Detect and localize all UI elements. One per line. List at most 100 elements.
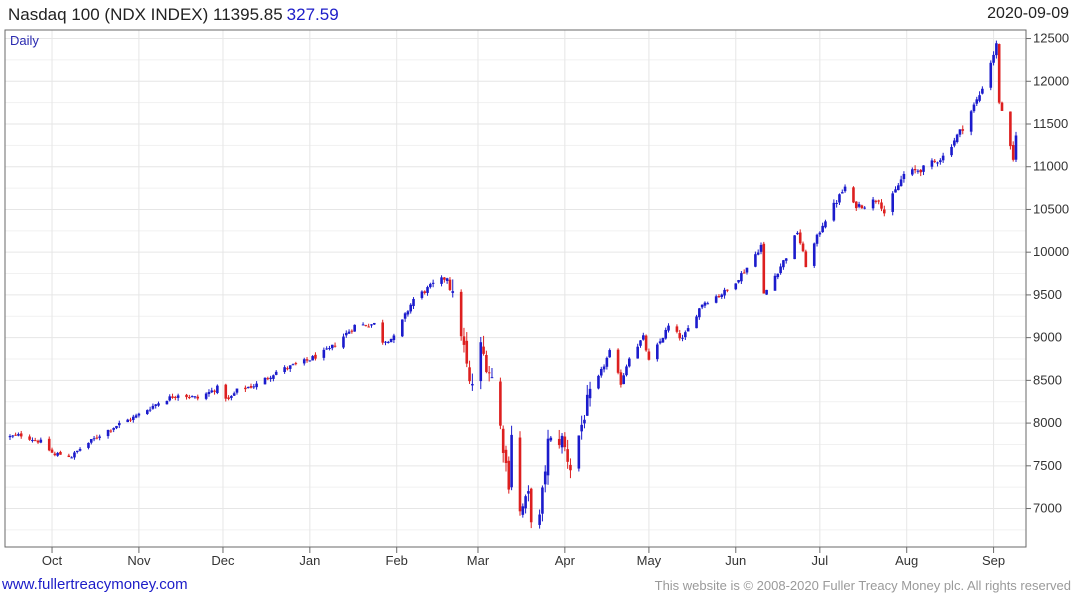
y-tick-label: 11000 xyxy=(1033,159,1068,174)
candle-body xyxy=(961,129,965,131)
candle-body xyxy=(95,437,99,439)
plot-frame xyxy=(4,29,1027,548)
candle-body xyxy=(899,179,903,187)
candle-body xyxy=(462,336,466,345)
candle-body xyxy=(877,200,880,202)
candle-body xyxy=(560,435,564,448)
x-tick-label: Apr xyxy=(555,553,576,568)
candle-body xyxy=(367,326,370,328)
y-tick-label: 7500 xyxy=(1033,458,1062,473)
candle-body xyxy=(384,341,387,343)
x-tick: Feb xyxy=(386,553,408,568)
candle-body xyxy=(804,251,808,268)
candle-body xyxy=(557,438,561,446)
candle-body xyxy=(818,232,822,235)
candle-body xyxy=(426,287,429,293)
candle-body xyxy=(274,371,278,375)
candle-body xyxy=(448,279,452,290)
candle-body xyxy=(146,410,149,414)
candle-body xyxy=(616,349,620,373)
candle-body xyxy=(706,303,710,305)
candle-body xyxy=(597,375,600,389)
candle-body xyxy=(117,422,121,426)
candle-body xyxy=(204,393,208,399)
candle-body xyxy=(812,243,816,266)
candle-body xyxy=(801,243,805,252)
candle-body xyxy=(897,185,900,191)
candle-body xyxy=(431,282,435,284)
candle-body xyxy=(157,403,160,406)
candle-body xyxy=(871,199,875,209)
candle-body xyxy=(246,387,250,389)
candle-body xyxy=(852,187,855,203)
candle-body xyxy=(252,386,256,388)
candle-body xyxy=(389,338,393,343)
candle-body xyxy=(975,99,979,104)
x-tick: Sep xyxy=(982,553,1005,568)
candle-body xyxy=(815,234,819,244)
candle-body xyxy=(115,425,118,429)
candle-body xyxy=(776,273,780,278)
candle-body xyxy=(14,434,17,436)
candle-body xyxy=(978,95,981,101)
candle-body xyxy=(504,449,508,464)
candle-body xyxy=(773,275,777,291)
candle-body xyxy=(372,322,376,325)
candle-body xyxy=(89,439,93,443)
candle-body xyxy=(381,322,384,343)
candle-body xyxy=(294,363,298,365)
candle-body xyxy=(981,88,984,94)
candle-body xyxy=(70,457,73,459)
candle-body xyxy=(838,194,841,203)
y-tick: 7500 xyxy=(1033,458,1062,473)
candle-body xyxy=(955,134,959,142)
candle-body xyxy=(403,313,407,319)
candle-body xyxy=(784,258,788,261)
candle-body xyxy=(930,160,934,167)
candle-body xyxy=(255,383,258,388)
candle-body xyxy=(490,377,494,379)
candle-body xyxy=(308,360,312,362)
candle-body xyxy=(510,434,513,488)
candle-body xyxy=(392,335,396,341)
candle-body xyxy=(894,189,897,193)
change-value: 327.59 xyxy=(286,5,339,24)
source-link[interactable]: www.fullertreacymoney.com xyxy=(2,576,188,593)
candle-body xyxy=(1000,102,1004,111)
y-tick: 9500 xyxy=(1033,287,1062,302)
candle-body xyxy=(188,397,191,399)
x-tick: Apr xyxy=(555,553,576,568)
candle-body xyxy=(174,396,177,398)
x-tick: May xyxy=(637,553,662,568)
candle-body xyxy=(227,397,230,399)
candle-body xyxy=(459,291,463,337)
candle-body xyxy=(824,221,827,228)
candle-body xyxy=(487,372,491,374)
candle-body xyxy=(451,291,455,293)
candle-body xyxy=(765,289,768,295)
candle-body xyxy=(325,348,328,350)
candle-body xyxy=(423,291,427,293)
candle-body xyxy=(429,284,432,288)
candle-body xyxy=(992,54,995,63)
x-tick: Jan xyxy=(299,553,320,568)
candle-body xyxy=(742,272,746,274)
candle-body xyxy=(857,204,861,207)
candle-body xyxy=(667,325,670,331)
candle-body xyxy=(39,439,43,443)
candle-body xyxy=(933,160,937,162)
candle-body xyxy=(193,396,197,398)
candle-body xyxy=(288,365,292,369)
x-tick: Jul xyxy=(812,553,829,568)
candle-body xyxy=(703,302,707,306)
y-tick: 9000 xyxy=(1033,330,1062,345)
candle-body xyxy=(207,391,211,394)
candle-body xyxy=(154,404,158,406)
candle-body xyxy=(798,232,802,244)
candle-body xyxy=(599,368,603,376)
candle-body xyxy=(305,359,309,361)
candle-body xyxy=(661,337,665,343)
candle-body xyxy=(969,111,973,132)
candle-body xyxy=(213,390,216,392)
